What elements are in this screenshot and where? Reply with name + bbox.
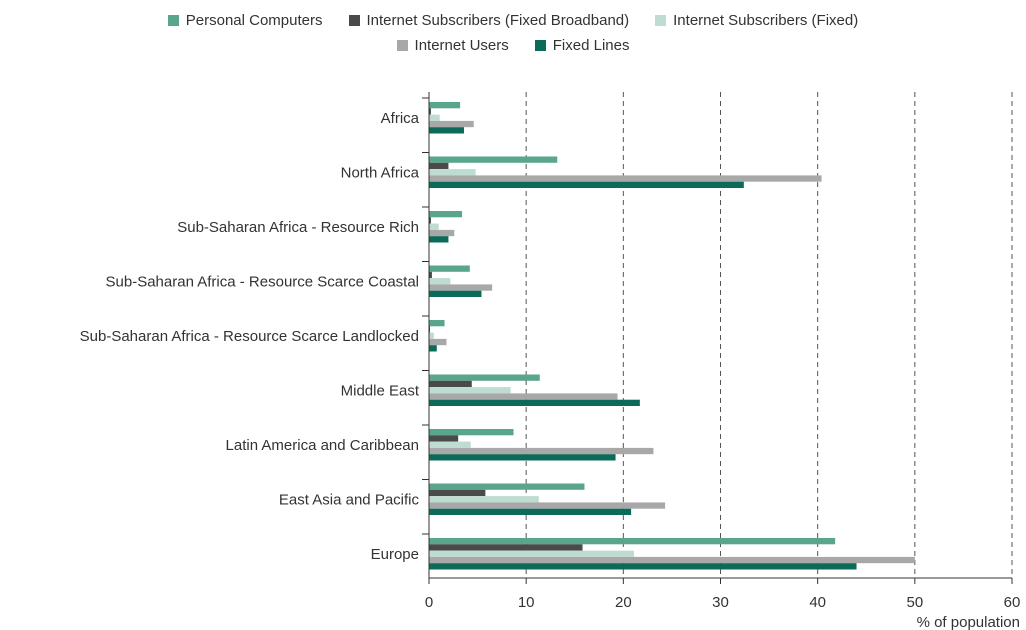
bar	[429, 278, 451, 285]
bar	[429, 454, 616, 461]
legend-label: Internet Users	[414, 37, 509, 54]
x-tick-label: 50	[906, 594, 923, 611]
x-tick-label: 40	[809, 594, 826, 611]
legend-label: Internet Subscribers (Fixed Broadband)	[366, 12, 630, 29]
bar	[429, 156, 558, 163]
legend-row-2: Internet Users Fixed Lines	[0, 37, 1026, 54]
bar	[429, 271, 432, 279]
x-axis-label: % of population	[917, 614, 1020, 630]
bar	[429, 441, 471, 448]
bar	[429, 563, 857, 570]
bar	[429, 496, 539, 503]
bar	[429, 393, 618, 400]
bar	[429, 181, 744, 188]
x-tick-label: 30	[712, 594, 729, 611]
legend-swatch	[167, 15, 179, 26]
bar	[429, 217, 431, 224]
category-label: Europe	[371, 546, 419, 563]
bar	[429, 338, 447, 346]
bar	[429, 223, 439, 230]
bar	[429, 447, 654, 455]
legend-swatch	[396, 40, 408, 51]
bar	[429, 120, 474, 128]
legend-item-fixed-broadband: Internet Subscribers (Fixed Broadband)	[348, 12, 630, 29]
x-tick-label: 10	[518, 594, 535, 611]
bar	[429, 483, 585, 490]
legend-label: Personal Computers	[185, 12, 323, 29]
category-label: Sub-Saharan Africa - Resource Scarce Coa…	[106, 273, 419, 290]
bar	[429, 489, 486, 497]
legend-swatch	[348, 15, 360, 26]
legend-row-1: Personal Computers Internet Subscribers …	[0, 12, 1026, 29]
bar	[429, 114, 440, 121]
bar	[429, 399, 640, 406]
category-label: Latin America and Caribbean	[226, 437, 419, 454]
bar	[429, 435, 459, 442]
category-label: North Africa	[341, 164, 420, 181]
bar	[429, 290, 482, 297]
legend-label: Internet Subscribers (Fixed)	[673, 12, 859, 29]
bar	[429, 211, 463, 218]
bar	[429, 162, 449, 170]
bar	[429, 108, 431, 115]
category-label: Africa	[381, 110, 420, 127]
gridlines	[525, 92, 1013, 578]
legend-item-fixed-subscribers: Internet Subscribers (Fixed)	[655, 12, 858, 29]
category-label: East Asia and Pacific	[279, 491, 420, 508]
bar	[429, 236, 449, 243]
x-tick-label: 20	[615, 594, 632, 611]
bar	[429, 175, 822, 182]
bar	[429, 380, 472, 388]
bar	[429, 320, 445, 327]
legend-label: Fixed Lines	[552, 37, 630, 54]
bar	[429, 345, 437, 352]
legend-item-internet-users: Internet Users	[396, 37, 509, 54]
bar	[429, 127, 464, 134]
bar	[429, 544, 583, 551]
bar	[429, 387, 511, 394]
axes: 0 10 20 30 40 50 60 Africa North Africa Sub-Sahar…	[80, 92, 1021, 611]
bar	[429, 265, 470, 272]
bar	[429, 169, 476, 176]
x-tick-label: 0	[425, 594, 433, 611]
bar	[429, 429, 514, 436]
legend-swatch	[655, 15, 667, 26]
legend-item-personal-computers: Personal Computers	[167, 12, 323, 29]
bar	[429, 538, 836, 545]
bar	[429, 556, 915, 564]
bar	[429, 284, 493, 291]
bar	[429, 550, 635, 557]
category-label: Sub-Saharan Africa - Resource Rich	[177, 219, 419, 236]
bar	[429, 502, 666, 509]
bars	[429, 102, 915, 570]
bar	[429, 229, 455, 237]
bar	[429, 374, 540, 381]
legend-item-fixed-lines: Fixed Lines	[534, 37, 630, 54]
category-label: Middle East	[341, 382, 420, 399]
x-tick-label: 60	[1004, 594, 1021, 611]
legend-swatch	[534, 40, 546, 51]
bar	[429, 332, 434, 339]
category-label: Sub-Saharan Africa - Resource Scarce Lan…	[80, 328, 419, 345]
bar	[429, 102, 461, 109]
bar	[429, 508, 632, 515]
